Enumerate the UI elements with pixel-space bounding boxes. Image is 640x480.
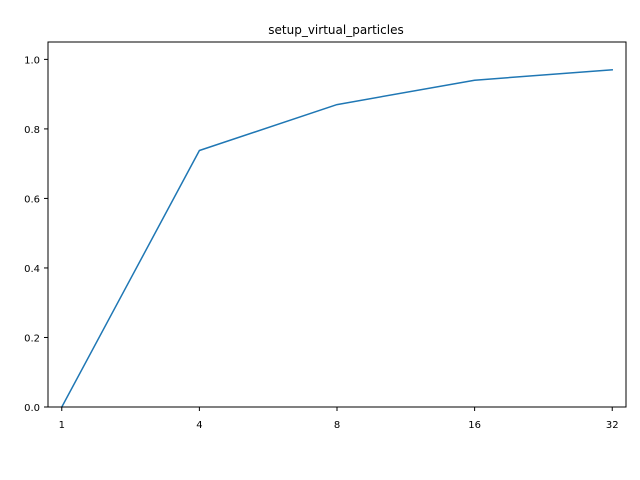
x-tick-label-16: 16: [468, 420, 481, 431]
y-tick-label-0.2: 0.2: [24, 333, 40, 344]
x-tick-label-8: 8: [334, 420, 340, 431]
x-tick-label-32: 32: [606, 420, 619, 431]
y-tick-label-0.4: 0.4: [24, 264, 40, 275]
y-tick-label-0.6: 0.6: [24, 194, 40, 205]
series-line-0: [60, 68, 614, 409]
axes: 1 4 8 16 32 0.0 0.2 0.4 0.6 0.8 1.0: [24, 41, 627, 431]
plot-area: [60, 68, 614, 409]
chart-title: setup_virtual_particles: [268, 23, 403, 37]
x-tick-label-4: 4: [196, 420, 202, 431]
y-tick-label-0.8: 0.8: [24, 125, 40, 136]
x-tick-label-1: 1: [59, 420, 65, 431]
y-tick-label-0.0: 0.0: [24, 403, 40, 414]
y-tick-label-1.0: 1.0: [24, 55, 40, 66]
